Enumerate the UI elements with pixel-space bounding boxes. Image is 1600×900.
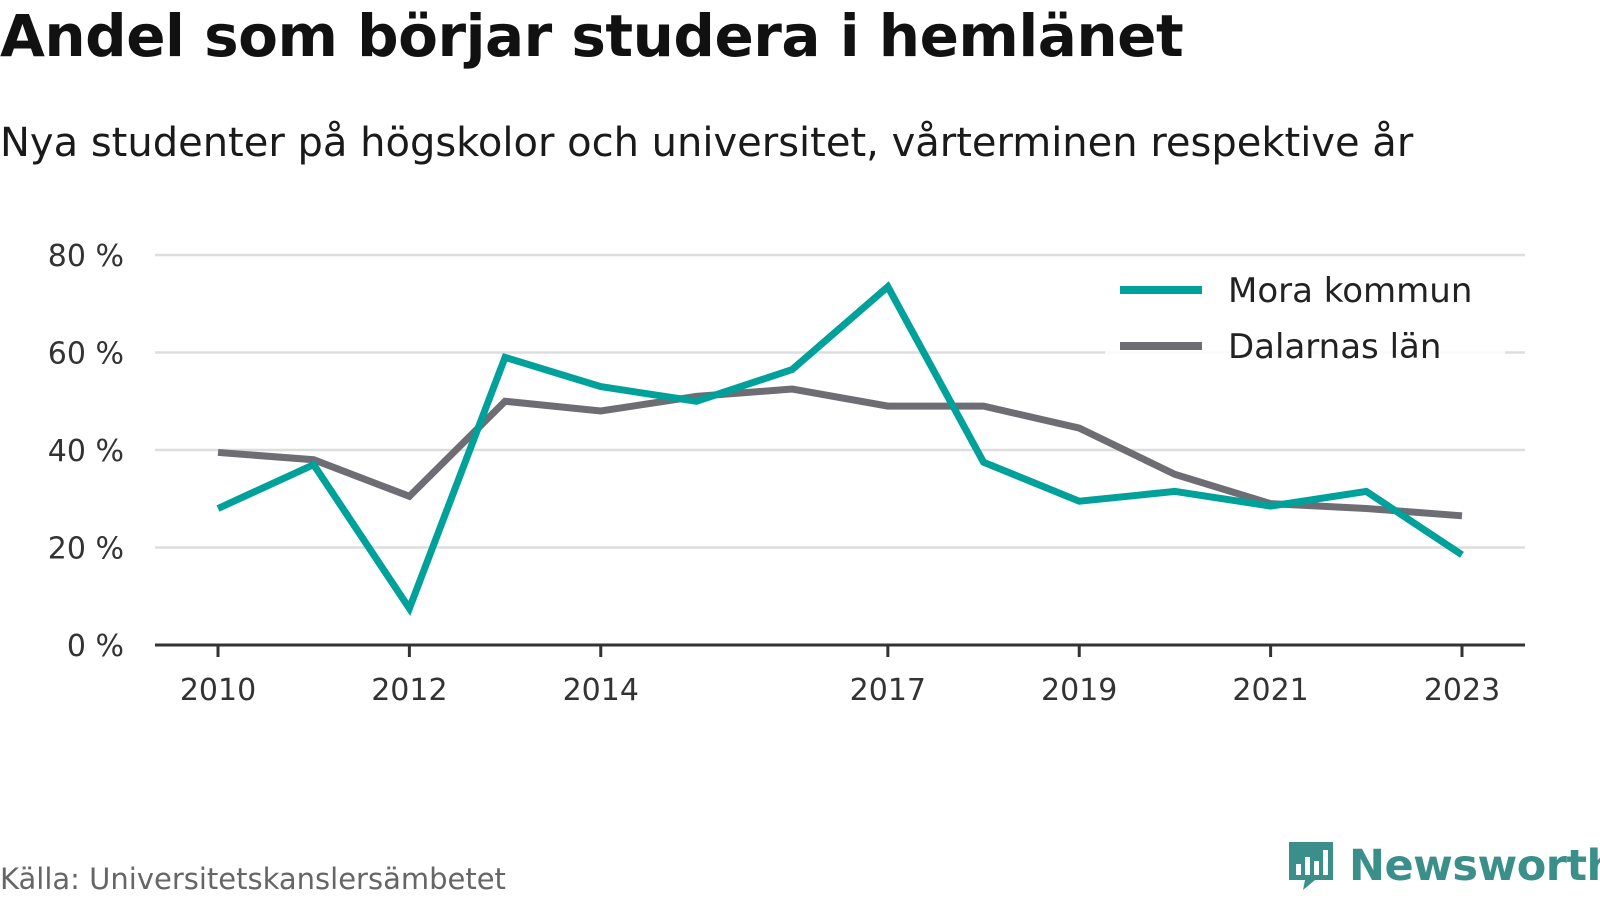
x-tick-label-2021: 2021 — [1232, 673, 1308, 708]
series-line-0 — [216, 281, 1464, 617]
source-note: Källa: Universitetskanslersämbetet — [0, 862, 506, 896]
x-tick-label-2017: 2017 — [850, 673, 926, 708]
legend-label-0: Mora kommun — [1228, 271, 1472, 311]
legend-background — [1105, 262, 1505, 374]
x-tick-label-2014: 2014 — [563, 673, 639, 708]
x-tick-label-2023: 2023 — [1424, 673, 1500, 708]
x-axis: 2010 2012 2014 2017 2019 2021 2023 — [155, 643, 1525, 708]
y-axis-ticks: 0 % 20 % 40 % 60 % 80 % — [48, 239, 124, 664]
brand-logo: Newsworthy — [1285, 840, 1600, 892]
y-tick-label-0: 0 % — [67, 629, 124, 664]
chart-speech-bubble-icon — [1289, 842, 1333, 890]
x-tick-label-2010: 2010 — [180, 673, 256, 708]
x-tick-label-2012: 2012 — [371, 673, 447, 708]
y-tick-label-60: 60 % — [48, 337, 124, 372]
chart-subtitle: Nya studenter på högskolor och universit… — [0, 120, 1414, 166]
y-tick-label-40: 40 % — [48, 434, 124, 469]
y-tick-label-20: 20 % — [48, 532, 124, 567]
legend-label-1: Dalarnas län — [1228, 327, 1441, 367]
y-tick-label-80: 80 % — [48, 239, 124, 274]
brand-name: Newsworthy — [1349, 841, 1600, 891]
series-line-1 — [217, 385, 1463, 520]
series-lines — [216, 281, 1464, 617]
x-tick-label-2019: 2019 — [1041, 673, 1117, 708]
legend: Mora kommun Dalarnas län — [1105, 262, 1505, 374]
chart-title: Andel som börjar studera i hemlänet — [0, 2, 1184, 70]
